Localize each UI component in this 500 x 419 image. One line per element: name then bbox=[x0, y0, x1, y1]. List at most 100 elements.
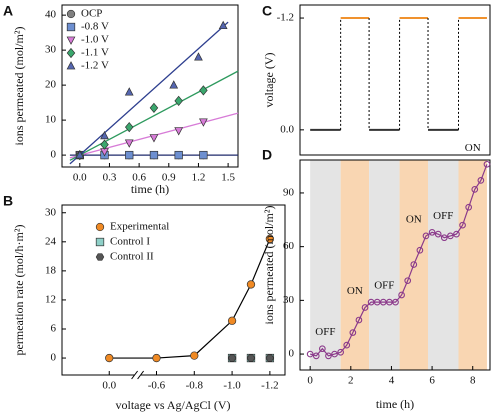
marker bbox=[152, 353, 161, 363]
panel-letter: C bbox=[262, 3, 272, 19]
marker bbox=[174, 150, 183, 160]
marker bbox=[404, 277, 412, 285]
x-tick-label: 4 bbox=[389, 375, 395, 387]
marker bbox=[361, 304, 369, 311]
y-tick-label: 0 bbox=[289, 348, 295, 360]
y-tick-label: 20 bbox=[45, 79, 57, 91]
marker bbox=[428, 228, 436, 236]
marker bbox=[465, 203, 473, 211]
x-axis-label: time (h) bbox=[376, 397, 414, 411]
y-tick-label: 0.0 bbox=[280, 123, 294, 135]
x-tick-label: 0.0 bbox=[102, 380, 116, 392]
marker bbox=[174, 95, 183, 106]
x-tick-label: 1.2 bbox=[192, 172, 206, 184]
y-axis-label: ions permeated (mol/m²) bbox=[12, 27, 26, 146]
marker bbox=[246, 354, 256, 362]
marker bbox=[306, 350, 314, 358]
x-tick-label: -1.0 bbox=[223, 380, 241, 392]
panel-letter: A bbox=[3, 3, 13, 19]
axis-break bbox=[137, 370, 144, 380]
marker bbox=[398, 291, 405, 299]
marker bbox=[349, 329, 357, 336]
marker bbox=[149, 102, 159, 113]
x-tick-label: -0.6 bbox=[148, 380, 166, 392]
y-axis-label: voltage (V) bbox=[262, 53, 276, 108]
legend-marker bbox=[95, 253, 105, 261]
x-tick-label: 6 bbox=[429, 375, 435, 387]
marker bbox=[199, 85, 208, 96]
legend-marker bbox=[66, 47, 76, 59]
legend-marker bbox=[95, 222, 105, 232]
marker bbox=[325, 352, 332, 360]
marker bbox=[312, 352, 320, 360]
legend-marker bbox=[66, 36, 76, 45]
marker bbox=[337, 348, 344, 356]
x-tick-label: -1.2 bbox=[261, 380, 278, 392]
y-tick-label: 60 bbox=[283, 240, 295, 252]
marker bbox=[355, 316, 363, 324]
marker bbox=[75, 150, 85, 159]
marker bbox=[174, 127, 184, 136]
x-tick-label: 1.5 bbox=[221, 172, 235, 184]
y-tick-label: 30 bbox=[45, 44, 57, 56]
marker bbox=[422, 232, 430, 240]
panel-letter: D bbox=[262, 147, 272, 163]
fit-line bbox=[69, 21, 229, 165]
axis-break bbox=[131, 370, 138, 380]
plot-frame bbox=[299, 4, 491, 156]
legend-label: Control II bbox=[110, 251, 154, 263]
marker bbox=[440, 234, 448, 242]
marker bbox=[227, 316, 237, 325]
x-tick-label: 8 bbox=[470, 375, 476, 387]
marker bbox=[392, 298, 399, 306]
marker bbox=[265, 234, 275, 244]
marker bbox=[199, 150, 208, 160]
plot-frame bbox=[61, 204, 286, 376]
y-tick-label: 6 bbox=[51, 323, 57, 335]
phase-label: ON bbox=[465, 142, 481, 154]
y-tick-label: 0 bbox=[51, 149, 57, 161]
legend-marker bbox=[66, 61, 76, 70]
y-tick-label: -1.2 bbox=[277, 12, 294, 24]
x-axis-label: time (h) bbox=[131, 182, 169, 196]
marker bbox=[246, 280, 256, 289]
marker bbox=[453, 230, 460, 238]
phase-band bbox=[310, 160, 341, 370]
marker bbox=[125, 150, 134, 160]
legend-label: OCP bbox=[81, 8, 102, 20]
phase-label: OFF bbox=[315, 326, 335, 338]
y-tick-label: 40 bbox=[45, 9, 57, 21]
y-axis-label: permeation rate (mol/h·m²) bbox=[12, 225, 26, 356]
x-tick-label: -0.8 bbox=[186, 380, 204, 392]
y-tick-label: 12 bbox=[45, 293, 56, 305]
axis-break-gap bbox=[134, 371, 141, 379]
marker bbox=[124, 139, 134, 148]
legend-marker bbox=[66, 22, 76, 32]
marker bbox=[100, 130, 109, 140]
marker bbox=[483, 160, 491, 168]
phase-band bbox=[428, 160, 459, 370]
plot-frame bbox=[61, 4, 239, 168]
phase-label: ON bbox=[347, 285, 363, 297]
y-tick-label: 0 bbox=[51, 352, 57, 364]
phase-label: OFF bbox=[374, 280, 394, 292]
marker bbox=[447, 232, 454, 240]
marker bbox=[169, 80, 179, 89]
marker bbox=[194, 52, 203, 61]
marker bbox=[149, 150, 159, 160]
x-tick-label: 2 bbox=[348, 375, 354, 387]
marker bbox=[105, 353, 114, 363]
x-tick-label: 0.9 bbox=[162, 172, 176, 184]
legend-marker bbox=[66, 9, 76, 19]
legend-label: Experimental bbox=[110, 221, 169, 233]
marker bbox=[319, 345, 326, 353]
marker bbox=[190, 351, 199, 360]
marker bbox=[343, 341, 351, 349]
series-line bbox=[309, 164, 488, 357]
y-tick-label: 24 bbox=[45, 235, 57, 247]
marker bbox=[124, 122, 134, 133]
marker bbox=[477, 177, 485, 184]
x-tick-label: 0.3 bbox=[103, 172, 117, 184]
phase-label: ON bbox=[406, 213, 422, 225]
marker bbox=[149, 134, 159, 143]
